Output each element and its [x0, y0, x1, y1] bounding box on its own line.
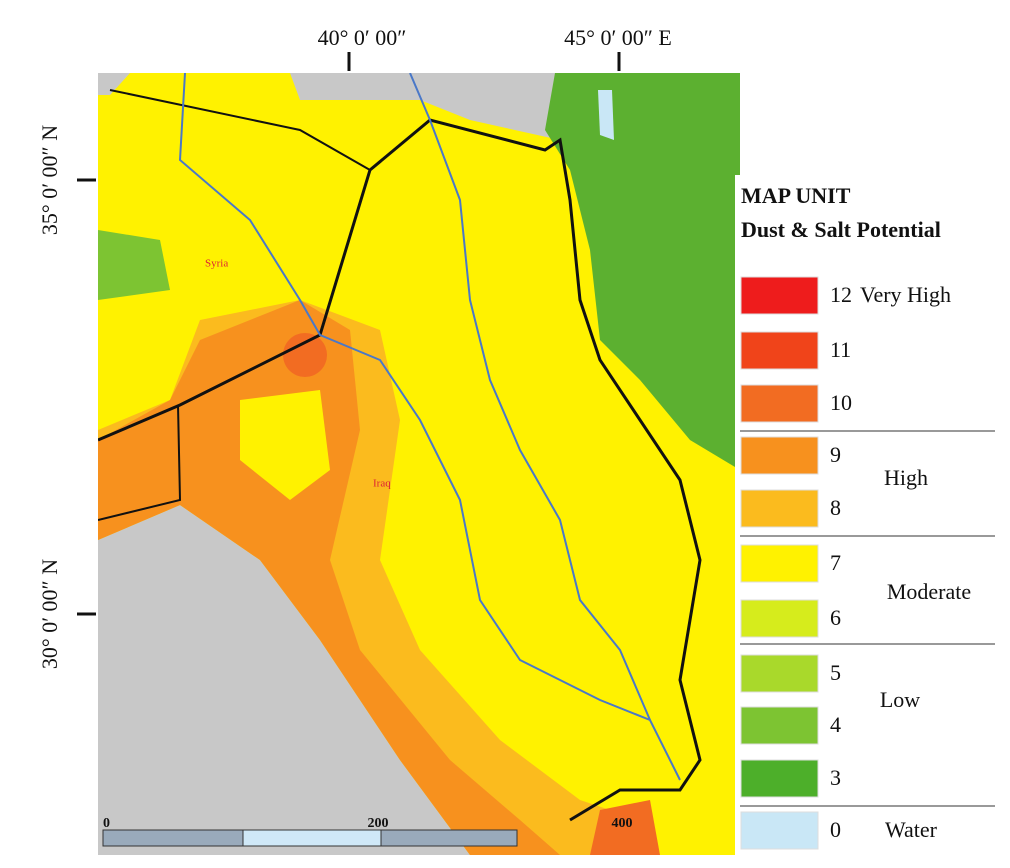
river — [178, 73, 681, 781]
legend-code: 5 — [830, 660, 841, 685]
orange-zone — [98, 300, 560, 855]
legend-group: Moderate — [887, 579, 971, 604]
legend-swatch — [740, 544, 819, 583]
river — [409, 73, 651, 721]
lake — [598, 90, 614, 140]
legend: MAP UNIT Dust & Salt Potential High Mode… — [735, 175, 1000, 865]
coordinates: 40° 0′ 00″ 45° 0′ 00″ E 35° 0′ 00″ N 30°… — [37, 25, 672, 669]
legend-code: 10 — [830, 390, 852, 415]
legend-code: 9 — [830, 442, 841, 467]
legend-swatch — [740, 759, 819, 798]
hotspot — [283, 333, 327, 377]
legend-note: Very High — [860, 282, 951, 307]
coord-label: 30° 0′ 00″ N — [37, 559, 62, 669]
legend-swatch — [740, 331, 819, 370]
green-zone — [545, 73, 740, 470]
legend-code: 12 — [830, 282, 852, 307]
legend-code: 4 — [830, 712, 841, 737]
legend-note: Water — [885, 817, 938, 842]
legend-swatch — [740, 599, 819, 638]
legend-swatch — [740, 276, 819, 315]
hotspot — [590, 800, 660, 855]
legend-title: MAP UNIT — [741, 183, 851, 208]
legend-swatch — [740, 706, 819, 745]
outside-area — [98, 505, 470, 855]
scale-label: 0 — [103, 816, 110, 831]
border — [109, 89, 371, 171]
legend-code: 0 — [830, 817, 841, 842]
green-zone — [98, 230, 170, 300]
outside-area — [98, 73, 130, 95]
legend-swatch — [740, 436, 819, 475]
scale-segment — [242, 829, 382, 847]
scale-bar: 0 200 400 — [102, 816, 633, 847]
legend-group: Low — [880, 687, 920, 712]
legend-title: Dust & Salt Potential — [741, 217, 941, 242]
legend-swatch — [740, 654, 819, 693]
legend-code: 6 — [830, 605, 841, 630]
scale-label: 400 — [612, 816, 633, 831]
outside-area — [290, 73, 560, 140]
legend-code: 8 — [830, 495, 841, 520]
legend-code: 7 — [830, 550, 841, 575]
scale-label: 200 — [368, 816, 389, 831]
legend-swatch — [740, 811, 819, 850]
legend-code: 11 — [830, 337, 851, 362]
border — [98, 404, 182, 521]
coord-label: 40° 0′ 00″ — [318, 25, 407, 50]
coord-label: 35° 0′ 00″ N — [37, 125, 62, 235]
legend-group: High — [884, 465, 928, 490]
legend-code: 3 — [830, 765, 841, 790]
place-label: Iraq — [373, 478, 391, 490]
yellow-zone — [240, 390, 330, 500]
border — [98, 118, 702, 822]
legend-swatch — [740, 489, 819, 528]
legend-swatch — [740, 384, 819, 423]
coord-label: 45° 0′ 00″ E — [564, 25, 672, 50]
map: Syria Iraq — [98, 73, 740, 855]
place-label: Syria — [205, 258, 228, 270]
